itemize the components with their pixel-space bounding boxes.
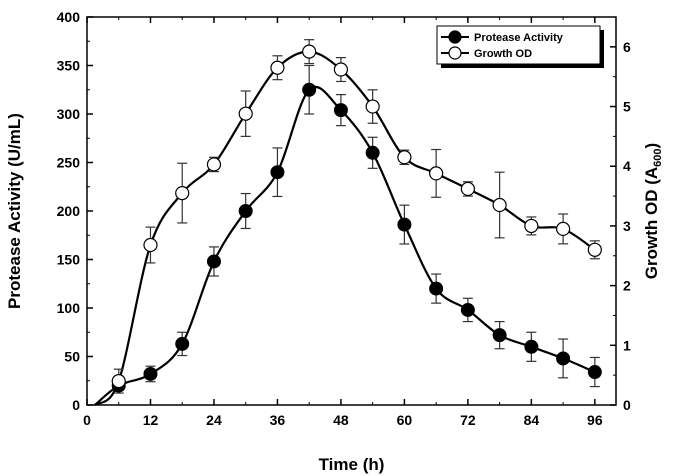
data-point-growth-od bbox=[460, 181, 475, 197]
left-y-tick-label: 250 bbox=[57, 155, 81, 171]
left-y-tick-label: 350 bbox=[57, 58, 81, 74]
data-point-protease bbox=[333, 103, 348, 118]
x-tick-label: 24 bbox=[206, 412, 222, 428]
data-point-growth-od bbox=[302, 44, 317, 59]
axis-ticks bbox=[86, 16, 616, 406]
data-point-protease bbox=[524, 339, 539, 354]
legend-marker bbox=[448, 30, 462, 44]
left-y-tick-label: 300 bbox=[57, 106, 81, 122]
data-point-protease bbox=[175, 336, 190, 351]
series-line-protease-activity bbox=[94, 86, 596, 406]
x-tick-label: 72 bbox=[460, 412, 476, 428]
data-point-protease bbox=[460, 302, 475, 317]
right-y-axis-title-subscript: 600 bbox=[652, 148, 664, 166]
legend-items: Protease Activity Growth OD bbox=[441, 30, 564, 60]
legend-box bbox=[436, 25, 601, 65]
data-point-growth-od bbox=[492, 197, 507, 213]
right-y-tick-label: 6 bbox=[623, 39, 631, 55]
left-y-tick-label: 150 bbox=[57, 252, 81, 268]
right-y-axis-title-close: ) bbox=[642, 143, 661, 149]
data-point-protease bbox=[302, 82, 317, 97]
data-point-growth-od bbox=[524, 218, 539, 234]
legend: Protease Activity Growth OD bbox=[436, 25, 604, 68]
data-point-protease bbox=[397, 217, 412, 232]
left-y-tick-label: 100 bbox=[57, 300, 81, 316]
x-tick-label: 48 bbox=[333, 412, 349, 428]
right-y-axis-title-main: Growth OD (A bbox=[642, 167, 661, 279]
right-y-axis-title: Growth OD (A600) bbox=[642, 143, 664, 279]
right-y-tick-label: 1 bbox=[623, 337, 631, 353]
axis-tick-labels: 0 12 24 36 48 60 72 84 9605010015020025030035040… bbox=[57, 9, 631, 428]
legend-label: Growth OD bbox=[474, 48, 532, 60]
left-y-tick-label: 400 bbox=[57, 9, 81, 25]
x-axis-title: Time (h) bbox=[319, 455, 385, 474]
x-tick-label: 36 bbox=[270, 412, 286, 428]
left-y-tick-label: 0 bbox=[72, 397, 80, 413]
data-point-growth-od bbox=[143, 237, 158, 253]
right-y-tick-label: 3 bbox=[623, 218, 631, 234]
data-point-protease bbox=[143, 366, 158, 381]
data-point-growth-od bbox=[587, 242, 602, 257]
x-tick-label: 96 bbox=[587, 412, 603, 428]
right-y-tick-label: 5 bbox=[623, 99, 631, 115]
data-point-protease bbox=[556, 351, 571, 366]
legend-marker bbox=[448, 46, 462, 60]
data-point-growth-od bbox=[365, 99, 380, 114]
x-tick-label: 0 bbox=[83, 412, 91, 428]
right-y-tick-label: 4 bbox=[623, 158, 631, 174]
data-point-protease bbox=[429, 281, 444, 296]
left-y-tick-label: 50 bbox=[64, 349, 80, 365]
right-y-tick-label: 0 bbox=[623, 397, 631, 413]
data-point-protease bbox=[587, 365, 602, 380]
left-y-axis-title: Protease Activity (U/mL) bbox=[5, 113, 24, 309]
data-point-growth-od bbox=[333, 62, 349, 77]
data-point-protease bbox=[492, 328, 507, 343]
data-point-protease bbox=[270, 165, 285, 180]
data-point-growth-od bbox=[238, 106, 253, 121]
data-point-protease bbox=[238, 204, 253, 218]
x-tick-label: 60 bbox=[397, 412, 413, 428]
data-point-growth-od bbox=[111, 374, 126, 389]
data-point-protease bbox=[365, 145, 380, 160]
data-point-growth-od bbox=[555, 221, 571, 237]
left-y-tick-label: 200 bbox=[57, 203, 81, 219]
data-point-growth-od bbox=[429, 166, 444, 181]
x-tick-label: 12 bbox=[143, 412, 159, 428]
data-points bbox=[111, 44, 602, 393]
data-point-protease bbox=[206, 254, 221, 269]
x-tick-label: 84 bbox=[524, 412, 540, 428]
right-y-tick-label: 2 bbox=[623, 278, 631, 294]
data-point-growth-od bbox=[270, 60, 285, 75]
data-point-growth-od bbox=[397, 150, 412, 165]
legend-label: Protease Activity bbox=[474, 32, 564, 44]
data-point-growth-od bbox=[206, 157, 222, 172]
data-point-growth-od bbox=[175, 185, 190, 201]
